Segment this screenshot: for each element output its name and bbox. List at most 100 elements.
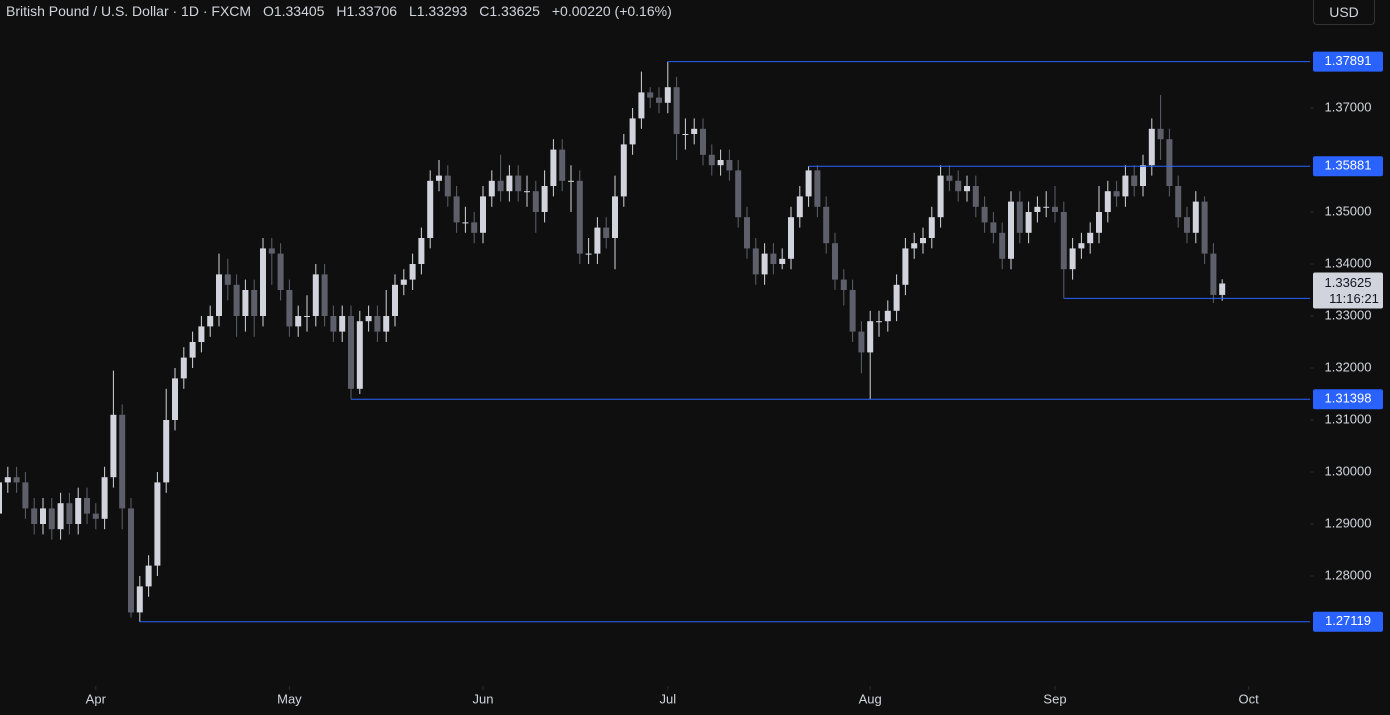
candle-body — [700, 128, 706, 155]
candle-body — [832, 243, 838, 280]
candle-body — [946, 175, 953, 181]
currency-button[interactable]: USD — [1313, 0, 1375, 25]
x-tick-label: May — [277, 691, 302, 706]
x-tick-label: Apr — [86, 691, 107, 706]
candle-body — [488, 180, 495, 197]
candle-body — [383, 316, 390, 332]
y-tick-label: 1.33000 — [1325, 307, 1372, 322]
level-label: 1.37891 — [1325, 53, 1372, 68]
candle-body — [180, 357, 187, 379]
candle-body — [849, 290, 856, 332]
candle-body — [990, 222, 997, 233]
candle-body — [480, 196, 486, 233]
candle-body — [1016, 201, 1023, 233]
candle-body — [717, 160, 724, 166]
candle-body — [462, 222, 469, 224]
low-value: L1.33293 — [408, 3, 468, 19]
candle-body — [48, 508, 55, 530]
candle-body — [198, 326, 205, 342]
candle-body — [427, 180, 434, 238]
candle-body — [840, 279, 847, 290]
candle-body — [796, 196, 803, 218]
candle-body — [532, 191, 539, 212]
candle-body — [1157, 128, 1164, 140]
candle-body — [330, 316, 337, 332]
y-tick-label: 1.34000 — [1325, 255, 1372, 270]
candle-body — [1201, 201, 1208, 254]
level-label: 1.27119 — [1325, 613, 1371, 628]
candle-body — [4, 477, 11, 483]
y-tick-label: 1.35000 — [1325, 203, 1372, 218]
candle-body — [770, 253, 777, 264]
candle-body — [937, 175, 944, 218]
candle-body — [312, 274, 319, 316]
symbol-title: British Pound / U.S. Dollar · 1D · FXCM — [6, 3, 252, 19]
candle-body — [436, 175, 442, 181]
candle-body — [964, 186, 970, 192]
candle-body — [409, 264, 416, 280]
candle-body — [744, 217, 750, 249]
candle-body — [1069, 248, 1076, 270]
y-tick-label: 1.28000 — [1325, 567, 1372, 582]
candle-body — [594, 227, 601, 254]
candle-body — [656, 97, 662, 103]
candle-body — [418, 238, 425, 264]
candle-body — [735, 170, 742, 218]
candle-body — [57, 503, 64, 530]
candle-body — [128, 508, 134, 613]
candle-body — [251, 290, 258, 316]
y-tick-label: 1.30000 — [1325, 463, 1372, 478]
candle-body — [576, 180, 583, 254]
candle-body — [1148, 128, 1155, 166]
candle-body — [277, 253, 284, 290]
candle-body — [1166, 139, 1173, 186]
candle-body — [13, 477, 20, 483]
candle-body — [356, 321, 363, 389]
candle-body — [893, 284, 900, 311]
candle-body — [365, 316, 372, 322]
x-tick-label: Sep — [1043, 691, 1066, 706]
candle-body — [691, 128, 698, 134]
y-tick-label: 1.31000 — [1325, 411, 1372, 426]
candle-body — [568, 180, 574, 182]
candle-body — [66, 503, 73, 524]
candle-body — [1025, 212, 1032, 233]
candle-body — [497, 180, 504, 192]
candle-body — [119, 414, 126, 509]
candle-body — [1008, 201, 1014, 259]
candle-body — [585, 253, 592, 255]
candle-body — [92, 513, 99, 519]
candle-body — [1122, 175, 1129, 197]
candle-body — [1043, 206, 1050, 208]
candle-body — [876, 321, 882, 323]
candle-body — [788, 217, 794, 259]
x-tick-label: Jun — [473, 691, 494, 706]
candle-body — [154, 482, 161, 566]
candle-body — [84, 498, 90, 514]
candle-body — [911, 243, 918, 249]
candle-body — [0, 482, 2, 514]
level-tag — [1313, 611, 1383, 632]
candle-body — [304, 316, 310, 317]
candle-body — [242, 290, 249, 316]
close-value: C1.33625 — [479, 3, 540, 19]
x-tick-label: Jul — [659, 691, 676, 706]
candle-body — [620, 144, 627, 197]
candle-body — [708, 154, 715, 166]
candle-body — [1060, 212, 1067, 270]
x-tick-label: Oct — [1238, 691, 1259, 706]
candle-body — [40, 508, 46, 524]
candle-body — [339, 316, 346, 332]
x-tick-label: Aug — [859, 691, 882, 706]
candle-body — [999, 232, 1006, 259]
candle-body — [902, 248, 909, 285]
candle-body — [1113, 191, 1120, 197]
candle-body — [524, 191, 530, 193]
level-tag — [1313, 156, 1383, 177]
candle-body — [1192, 201, 1199, 233]
candle-body — [664, 87, 671, 103]
last-price-label: 1.33625 — [1325, 275, 1372, 290]
candle-body — [858, 331, 865, 353]
candle-body — [101, 477, 108, 519]
